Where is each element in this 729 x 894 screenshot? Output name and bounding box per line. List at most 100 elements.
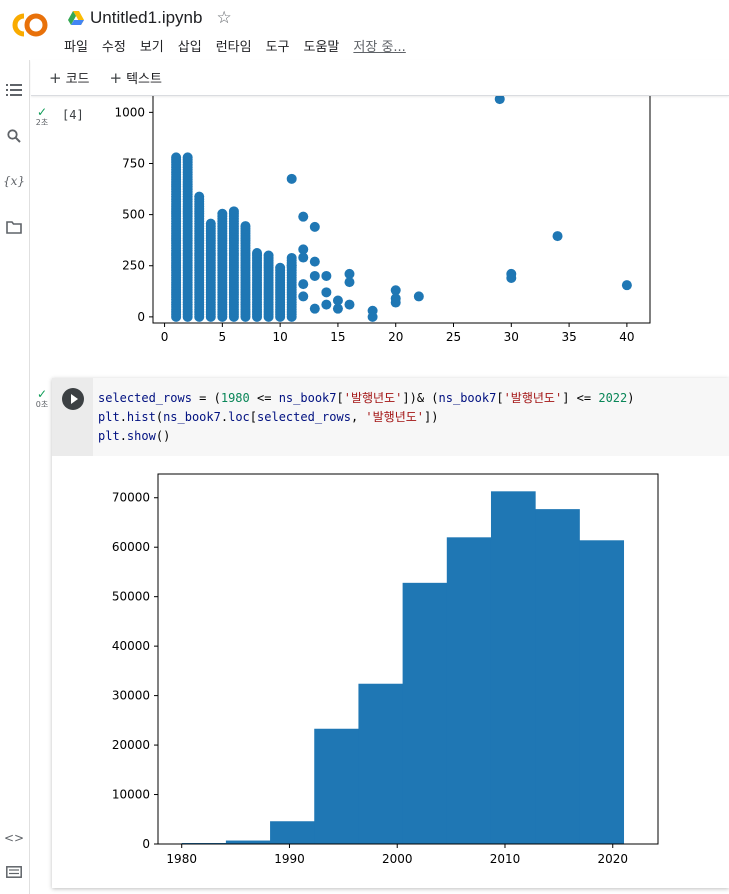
scatter-point — [286, 252, 297, 263]
scatter-point — [332, 295, 343, 306]
scatter-point — [309, 221, 320, 232]
histogram-bar — [270, 821, 315, 844]
terminal-icon[interactable] — [4, 862, 24, 882]
x-tick-label: 25 — [446, 330, 461, 344]
scatter-point — [182, 152, 193, 163]
scatter-point — [298, 291, 309, 302]
histogram-bar — [314, 728, 359, 844]
menu-runtime[interactable]: 런타임 — [215, 40, 252, 55]
y-tick-label: 0 — [137, 310, 145, 324]
scatter-point — [298, 244, 309, 255]
menu-tools[interactable]: 도구 — [265, 40, 290, 55]
scatter-chart: 0 5 10 15 20 25 30 35 40 0 250 500 750 1000 — [114, 96, 651, 344]
plus-icon: + — [49, 69, 62, 87]
scatter-point — [621, 280, 632, 291]
scatter-point — [217, 208, 228, 219]
y-tick-label: 10000 — [112, 788, 150, 802]
drive-icon[interactable] — [68, 11, 84, 25]
scatter-point — [321, 299, 332, 310]
x-tick-label: 40 — [619, 330, 634, 344]
scatter-point — [309, 303, 320, 314]
header: Untitled1.ipynb ☆ 파일 수정 보기 삽입 런타임 도구 도움말… — [0, 0, 729, 60]
scatter-point — [494, 96, 505, 105]
files-icon[interactable] — [4, 217, 24, 237]
x-tick-label: 10 — [272, 330, 287, 344]
scatter-point — [263, 250, 274, 261]
y-tick-label: 500 — [122, 208, 145, 222]
histogram-bar — [490, 491, 536, 844]
x-tick-label: 20 — [388, 330, 403, 344]
code-snippets-icon[interactable]: <> — [3, 831, 25, 845]
menu-file[interactable]: 파일 — [64, 40, 88, 55]
notebook-toolbar: + 코드 + 텍스트 — [31, 60, 729, 96]
variables-icon[interactable]: {x} — [2, 174, 26, 188]
y-tick-label: 60000 — [112, 540, 150, 554]
notebook-title[interactable]: Untitled1.ipynb — [90, 8, 203, 27]
y-tick-label: 250 — [122, 259, 145, 273]
menu-insert[interactable]: 삽입 — [177, 40, 202, 55]
x-tick-label: 30 — [504, 330, 519, 344]
histogram-chart: 1980 1990 2000 2010 2020 0 10000 20000 30000 4000… — [112, 473, 659, 866]
y-tick-label: 50000 — [112, 590, 150, 604]
code-text[interactable]: selected_rows = (1980 <= ns_book7['발행년도'… — [98, 389, 635, 446]
y-tick-label: 70000 — [112, 491, 150, 505]
colab-logo[interactable] — [8, 10, 52, 40]
scatter-point — [344, 268, 355, 279]
add-code-button[interactable]: + 코드 — [49, 68, 90, 87]
x-tick-label: 2010 — [490, 852, 521, 866]
scatter-point — [205, 218, 216, 229]
x-tick-label: 2000 — [382, 852, 413, 866]
y-tick-label: 20000 — [112, 738, 150, 752]
menu-help[interactable]: 도움말 — [303, 40, 340, 55]
menubar: 파일 수정 보기 삽입 런타임 도구 도움말 저장 중... — [64, 36, 406, 55]
histogram-bar — [358, 683, 404, 844]
histogram-bar — [446, 537, 492, 844]
cell1-exec-time: 2초 — [35, 118, 49, 127]
scatter-point — [413, 291, 424, 302]
scatter-point — [390, 285, 401, 296]
cell1-exec-status: ✓ 2초 — [32, 106, 52, 128]
check-icon: ✓ — [36, 387, 48, 401]
scatter-axes-frame — [152, 96, 651, 324]
play-icon[interactable] — [62, 388, 84, 410]
scatter-point — [367, 311, 378, 322]
add-code-label: 코드 — [65, 72, 90, 87]
star-icon[interactable]: ☆ — [216, 8, 232, 28]
scatter-point — [309, 256, 320, 267]
scatter-point — [275, 262, 286, 273]
scatter-point — [321, 287, 332, 298]
x-tick-label: 1980 — [166, 852, 197, 866]
search-icon[interactable] — [4, 126, 24, 146]
add-text-button[interactable]: + 텍스트 — [110, 68, 162, 87]
y-tick-label: 750 — [122, 156, 145, 170]
toc-icon[interactable] — [4, 80, 24, 100]
scatter-point — [286, 260, 297, 271]
menu-view[interactable]: 보기 — [139, 40, 164, 55]
histogram-bars — [181, 491, 625, 844]
code-line: plt.show() — [98, 429, 171, 443]
scatter-point — [298, 279, 309, 290]
cell2-exec-time: 0초 — [35, 400, 49, 409]
x-tick-label: 5 — [219, 330, 227, 344]
y-tick-label: 0 — [142, 837, 150, 851]
saving-status[interactable]: 저장 중... — [353, 40, 406, 55]
scatter-point — [240, 221, 251, 232]
scatter-point — [194, 191, 205, 202]
x-tick-label: 0 — [161, 330, 169, 344]
check-icon: ✓ — [36, 105, 48, 119]
y-tick-label: 1000 — [114, 105, 145, 119]
scatter-point — [344, 277, 355, 288]
code-line: selected_rows = (1980 <= ns_book7['발행년도'… — [98, 391, 635, 405]
add-text-label: 텍스트 — [126, 72, 162, 87]
code-editor[interactable]: selected_rows = (1980 <= ns_book7['발행년도'… — [52, 378, 729, 456]
menu-edit[interactable]: 수정 — [101, 40, 126, 55]
scatter-point — [228, 206, 239, 217]
scatter-point — [252, 248, 263, 259]
left-rail: {x} <> — [0, 60, 30, 894]
scatter-point — [286, 173, 297, 184]
scatter-point — [390, 297, 401, 308]
run-gutter — [52, 378, 93, 456]
cell2-exec-status: ✓ 0초 — [32, 388, 52, 410]
scatter-point — [506, 273, 517, 284]
histogram-axes-frame — [157, 473, 659, 845]
